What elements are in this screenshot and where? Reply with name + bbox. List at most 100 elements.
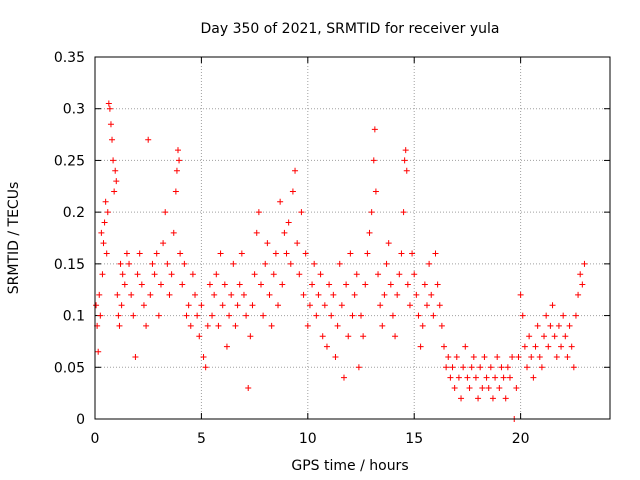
data-point: [351, 291, 358, 298]
x-tick-label: 5: [197, 431, 206, 447]
y-tick-label: 0.15: [54, 257, 85, 273]
data-point: [138, 281, 145, 288]
data-point: [470, 353, 477, 360]
data-point: [496, 384, 503, 391]
data-point: [509, 353, 516, 360]
data-point: [466, 384, 473, 391]
data-point: [287, 260, 294, 267]
data-point: [417, 343, 424, 350]
data-point: [401, 157, 408, 164]
data-point: [243, 312, 250, 319]
data-point: [392, 333, 399, 340]
data-point: [93, 302, 100, 309]
data-point: [517, 291, 524, 298]
data-point: [162, 209, 169, 216]
data-point: [500, 374, 507, 381]
data-point: [275, 302, 282, 309]
data-point: [370, 157, 377, 164]
data-point: [577, 271, 584, 278]
data-point: [479, 384, 486, 391]
data-point: [313, 312, 320, 319]
data-point: [421, 281, 428, 288]
y-tick-label: 0.2: [63, 205, 85, 221]
data-point: [285, 219, 292, 226]
y-tick-label: 0.25: [54, 153, 85, 169]
data-point: [494, 353, 501, 360]
data-point: [298, 209, 305, 216]
data-point: [112, 167, 119, 174]
data-point: [515, 353, 522, 360]
x-axis-label: GPS time / hours: [291, 458, 408, 474]
data-point: [443, 364, 450, 371]
data-point: [343, 281, 350, 288]
data-point: [264, 240, 271, 247]
data-point: [551, 333, 558, 340]
data-point: [570, 364, 577, 371]
data-point: [430, 312, 437, 319]
data-point: [119, 271, 126, 278]
data-point: [468, 364, 475, 371]
data-point: [404, 281, 411, 288]
axes: 0 0.05 0.1 0.15 0.2 0.25 0.3 0.35 0 5 10 15 20: [54, 50, 610, 447]
data-point: [453, 353, 460, 360]
data-point: [281, 229, 288, 236]
data-point: [174, 147, 181, 154]
data-point: [221, 281, 228, 288]
data-point: [449, 364, 456, 371]
data-point: [428, 291, 435, 298]
data-point: [387, 281, 394, 288]
data-point: [234, 302, 241, 309]
data-point: [247, 333, 254, 340]
data-point: [101, 219, 108, 226]
data-point: [115, 312, 122, 319]
data-point: [472, 374, 479, 381]
data-point: [400, 209, 407, 216]
data-point: [277, 198, 284, 205]
data-point: [272, 250, 279, 257]
data-point: [98, 229, 105, 236]
data-points: [93, 100, 588, 422]
data-point: [140, 302, 147, 309]
data-point: [521, 343, 528, 350]
data-point: [366, 229, 373, 236]
data-point: [411, 271, 418, 278]
data-point: [426, 260, 433, 267]
data-point: [394, 291, 401, 298]
data-point: [560, 312, 567, 319]
data-point: [451, 384, 458, 391]
data-point: [110, 157, 117, 164]
data-point: [257, 281, 264, 288]
data-point: [105, 100, 112, 107]
data-point: [157, 281, 164, 288]
data-point: [336, 260, 343, 267]
data-point: [204, 322, 211, 329]
data-point: [334, 322, 341, 329]
data-point: [489, 395, 496, 402]
data-point: [319, 333, 326, 340]
data-point: [564, 353, 571, 360]
data-point: [445, 353, 452, 360]
data-point: [226, 312, 233, 319]
data-point: [213, 271, 220, 278]
data-point: [266, 291, 273, 298]
data-point: [413, 291, 420, 298]
data-point: [109, 136, 116, 143]
data-point: [187, 322, 194, 329]
data-point: [385, 240, 392, 247]
data-point: [300, 291, 307, 298]
data-point: [95, 348, 102, 355]
data-point: [524, 364, 531, 371]
data-point: [543, 312, 550, 319]
grid: [95, 57, 610, 419]
data-point: [164, 260, 171, 267]
data-point: [270, 271, 277, 278]
data-point: [107, 121, 114, 128]
data-point: [572, 312, 579, 319]
data-point: [121, 281, 128, 288]
data-point: [406, 302, 413, 309]
data-point: [353, 271, 360, 278]
data-point: [502, 395, 509, 402]
data-point: [311, 260, 318, 267]
data-point: [547, 322, 554, 329]
